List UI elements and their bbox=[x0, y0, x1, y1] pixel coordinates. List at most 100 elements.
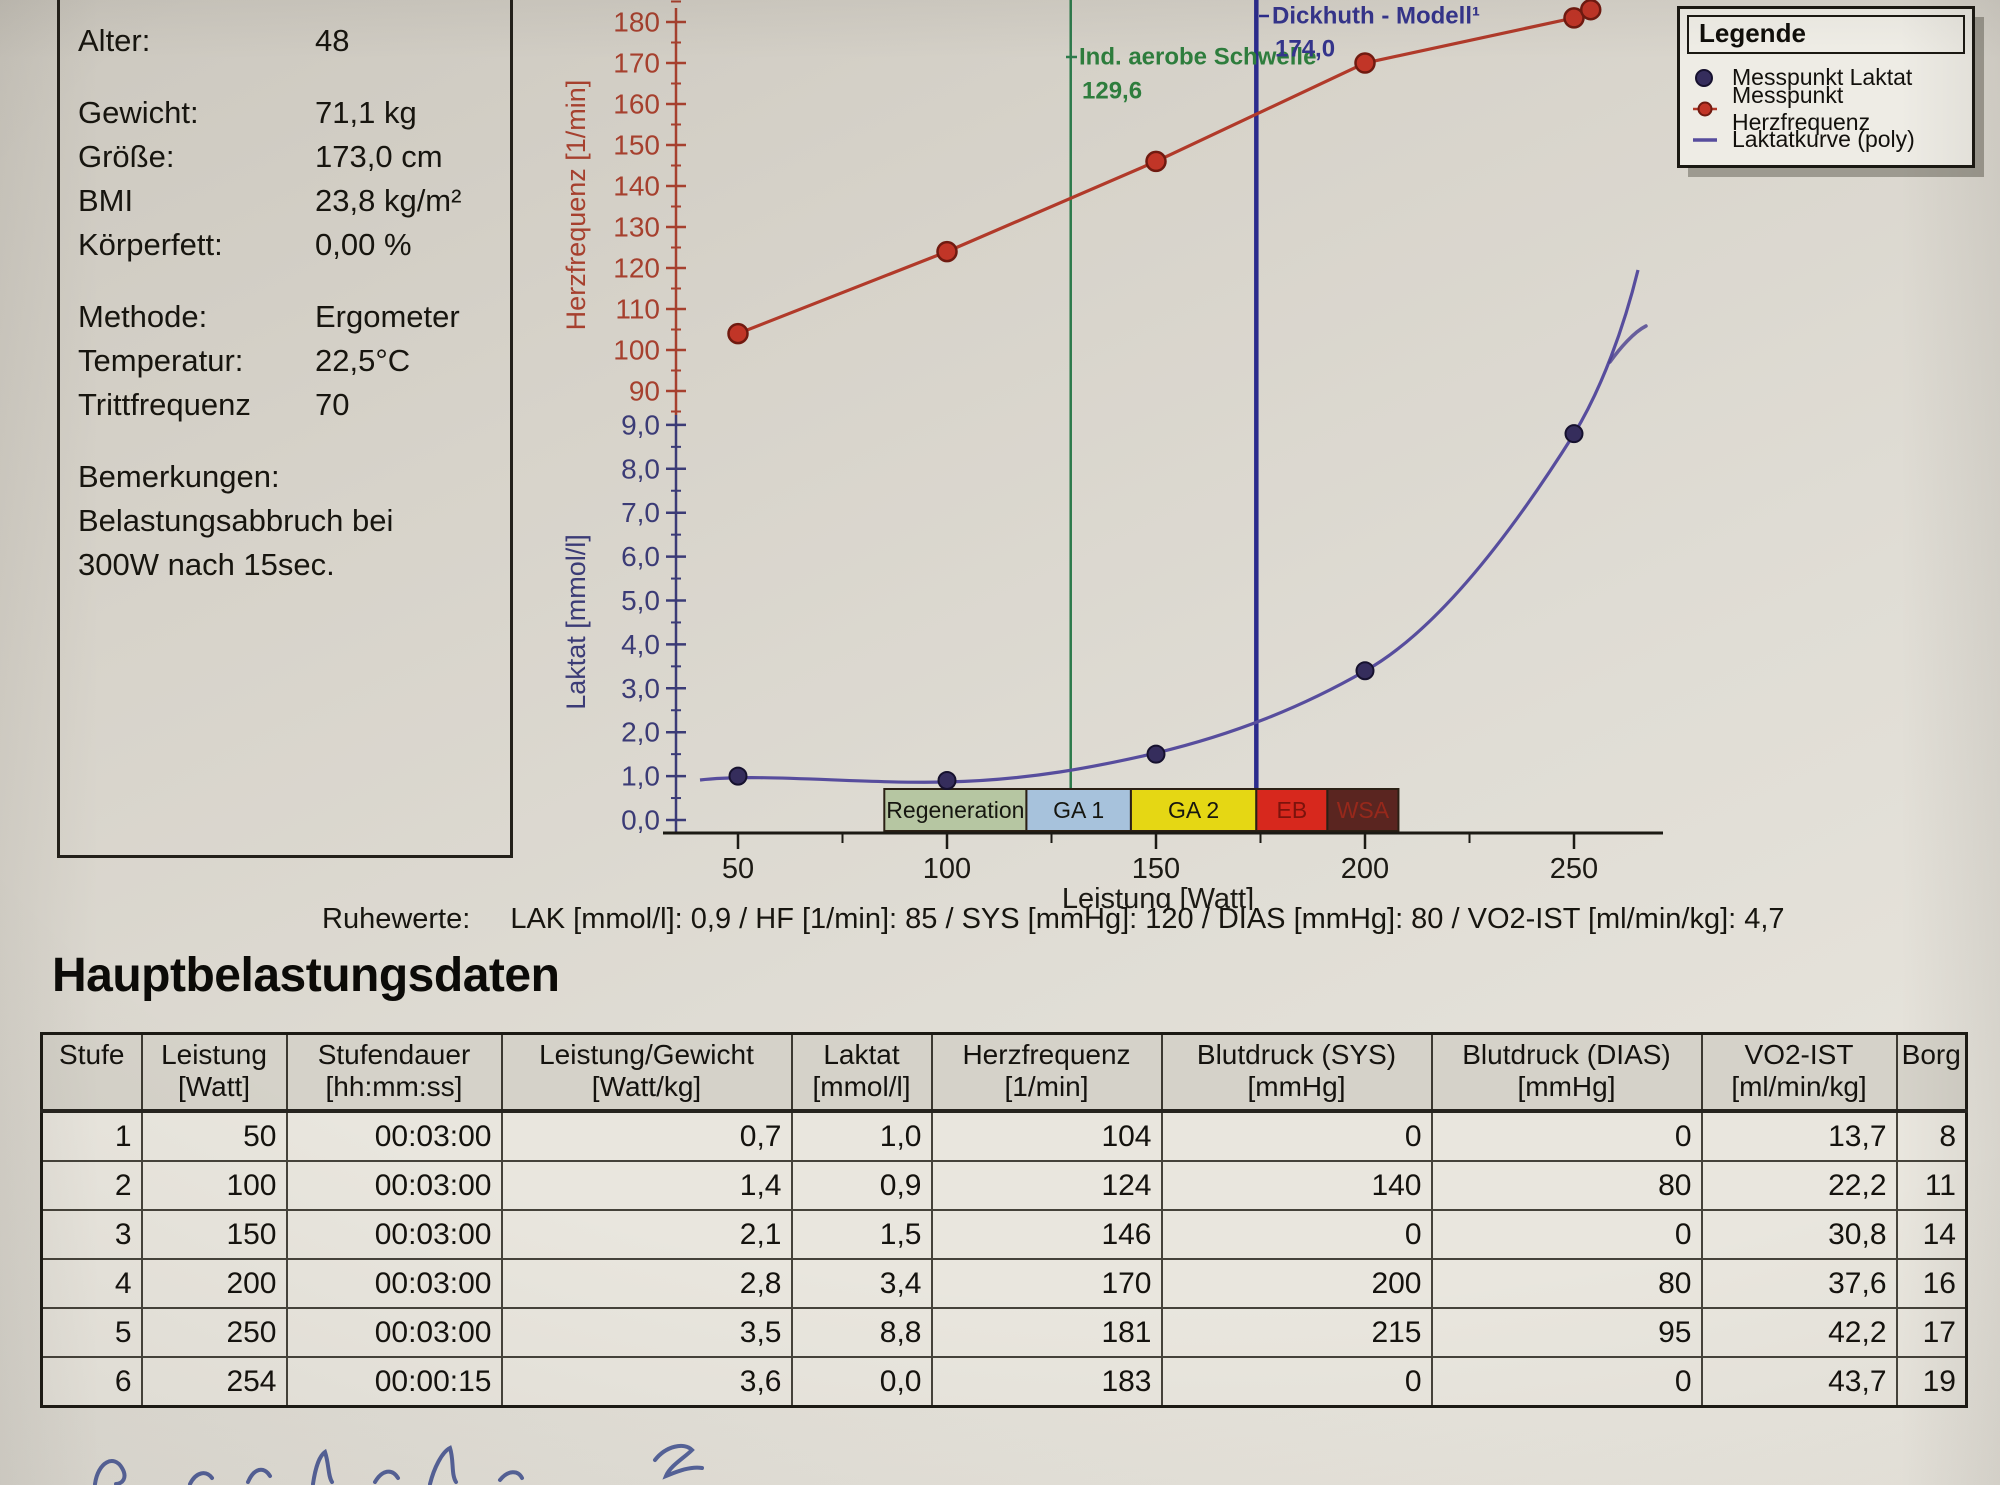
legend-items: Messpunkt Laktat Messpunkt Herzfrequenz … bbox=[1680, 59, 1972, 165]
info-row: Größe: 173,0 cm bbox=[78, 135, 494, 179]
column-name: Borg bbox=[1901, 1039, 1961, 1070]
column-name: Leistung/Gewicht bbox=[539, 1039, 754, 1070]
hr-tick-label: 150 bbox=[613, 130, 660, 161]
column-name: Herzfrequenz bbox=[962, 1039, 1131, 1070]
column-header: VO2-IST [ml/min/kg] bbox=[1700, 1032, 1898, 1113]
table-cell: 5 bbox=[40, 1307, 143, 1358]
table-cell: 1 bbox=[40, 1110, 143, 1162]
table-cell: 0 bbox=[1430, 1110, 1703, 1162]
hr-data-point bbox=[1579, 0, 1602, 21]
info-gap bbox=[78, 267, 494, 295]
laktat-tick-label: 8,0 bbox=[621, 453, 660, 484]
table-cell: 1,4 bbox=[500, 1160, 793, 1211]
table-cell: 37,6 bbox=[1700, 1258, 1898, 1309]
column-name: Stufe bbox=[59, 1039, 125, 1070]
hr-tick-label: 160 bbox=[613, 89, 660, 120]
info-label: Körperfett: bbox=[78, 227, 223, 262]
column-header: Leistung [Watt] bbox=[140, 1032, 288, 1113]
info-label: Alter: bbox=[78, 23, 151, 58]
zone-bar: Regeneration GA 1 GA 2 EB WSA bbox=[883, 788, 1400, 832]
table-cell: 22,2 bbox=[1700, 1160, 1898, 1211]
table-cell: 00:03:00 bbox=[285, 1209, 503, 1260]
table-cell: 16 bbox=[1895, 1258, 1968, 1309]
table-cell: 14 bbox=[1895, 1209, 1968, 1260]
table-cell: 215 bbox=[1160, 1307, 1433, 1358]
table-cell: 00:03:00 bbox=[285, 1258, 503, 1309]
column-header: Stufendauer [hh:mm:ss] bbox=[285, 1032, 503, 1113]
table-cell: 140 bbox=[1160, 1160, 1433, 1211]
info-row: BMI 23,8 kg/m² bbox=[78, 179, 494, 223]
zone-label: Regeneration bbox=[886, 797, 1024, 823]
table-cell: 124 bbox=[930, 1160, 1163, 1211]
x-tick-label: 100 bbox=[923, 853, 971, 885]
section-title: Hauptbelastungsdaten bbox=[52, 949, 560, 1002]
table-cell: 42,2 bbox=[1700, 1307, 1898, 1358]
laktat-axis-title: Laktat [mmol/l] bbox=[561, 534, 591, 710]
table-row: 4 200 00:03:00 2,8 3,4 170 200 80 37,6 16 bbox=[40, 1258, 1968, 1309]
laktat-tick-label: 7,0 bbox=[621, 497, 660, 528]
table-cell: 8,8 bbox=[790, 1307, 933, 1358]
table-cell: 00:03:00 bbox=[285, 1110, 503, 1162]
column-name: Stufendauer bbox=[317, 1039, 471, 1070]
laktat-tick-label: 5,0 bbox=[621, 585, 660, 616]
table-cell: 183 bbox=[930, 1356, 1163, 1408]
table-row: 1 50 00:03:00 0,7 1,0 104 0 0 13,7 8 bbox=[40, 1110, 1968, 1162]
info-text-line: Belastungsabbruch bei bbox=[78, 503, 394, 538]
hr-data-point bbox=[936, 240, 958, 263]
laktat-poly-curve bbox=[699, 269, 1640, 784]
hr-data-point bbox=[727, 322, 749, 345]
chart-legend: Legende Messpunkt Laktat Messpunkt Herzf… bbox=[1677, 6, 1975, 168]
laktat-tick-label: 9,0 bbox=[621, 409, 660, 440]
table-cell: 4 bbox=[40, 1258, 143, 1309]
hr-tick-label: 100 bbox=[613, 335, 660, 366]
table-cell: 00:00:15 bbox=[285, 1356, 503, 1408]
legend-item-label: Messpunkt Herzfrequenz bbox=[1732, 81, 1871, 135]
table-cell: 0,9 bbox=[790, 1160, 933, 1211]
table-cell: 170 bbox=[930, 1258, 1163, 1309]
laktat-tick-label: 6,0 bbox=[621, 541, 660, 572]
table-cell: 150 bbox=[140, 1209, 288, 1260]
laktat-data-point bbox=[937, 770, 957, 790]
info-row: Alter: 48 bbox=[78, 19, 494, 63]
column-name: Blutdruck (SYS) bbox=[1196, 1039, 1397, 1070]
table-cell: 200 bbox=[1160, 1258, 1433, 1309]
x-tick-label: 50 bbox=[722, 853, 754, 885]
zone-label: WSA bbox=[1337, 797, 1390, 823]
resting-values-label: Ruhewerte: bbox=[322, 903, 471, 935]
info-text-line: Bemerkungen: bbox=[78, 459, 280, 494]
handwriting-scribble bbox=[93, 1443, 704, 1485]
table-cell: 2 bbox=[40, 1160, 143, 1211]
poly-curve-line-icon bbox=[1693, 137, 1717, 142]
column-header: Herzfrequenz [1/min] bbox=[930, 1032, 1163, 1113]
table-header-row: Stufe Leistung [Watt] Stufendauer [hh:mm:ss]… bbox=[40, 1032, 1968, 1113]
x-tick-label: 200 bbox=[1341, 853, 1389, 885]
info-value: Ergometer bbox=[315, 299, 460, 334]
column-header: Laktat [mmol/l] bbox=[790, 1032, 933, 1113]
threshold-label: Ind. aerobe Schwelle bbox=[1079, 44, 1316, 71]
main-load-data-table: Stufe Leistung [Watt] Stufendauer [hh:mm:ss]… bbox=[40, 1032, 1968, 1408]
table-cell: 50 bbox=[140, 1110, 288, 1162]
column-header: Stufe bbox=[40, 1032, 143, 1113]
info-label: Temperatur: bbox=[78, 343, 244, 378]
threshold-value: 174,0 bbox=[1275, 36, 1335, 63]
table-cell: 0 bbox=[1430, 1356, 1703, 1408]
table-cell: 8 bbox=[1895, 1110, 1968, 1162]
resting-values-line: Ruhewerte: LAK [mmol/l]: 0,9 / HF [1/min]… bbox=[322, 903, 1785, 936]
table-cell: 3,6 bbox=[500, 1356, 793, 1408]
column-header: Borg bbox=[1895, 1032, 1968, 1113]
resting-values-text: LAK [mmol/l]: 0,9 / HF [1/min]: 85 / SYS… bbox=[510, 903, 1785, 935]
laktat-point-icon bbox=[1695, 68, 1713, 87]
hr-tick-label: 170 bbox=[613, 48, 660, 79]
zone-label: GA 1 bbox=[1053, 797, 1104, 823]
table-cell: 6 bbox=[40, 1356, 143, 1408]
column-unit: [mmol/l] bbox=[812, 1071, 911, 1102]
laktat-tick-label: 1,0 bbox=[621, 761, 660, 792]
table-cell: 13,7 bbox=[1700, 1110, 1898, 1162]
info-label: BMI bbox=[78, 183, 134, 218]
legend-item-herzfrequenz: Messpunkt Herzfrequenz bbox=[1693, 82, 1964, 135]
table-cell: 19 bbox=[1895, 1356, 1968, 1408]
table-cell: 80 bbox=[1430, 1160, 1703, 1211]
table-cell: 00:03:00 bbox=[285, 1160, 503, 1211]
table-cell: 3 bbox=[40, 1209, 143, 1260]
